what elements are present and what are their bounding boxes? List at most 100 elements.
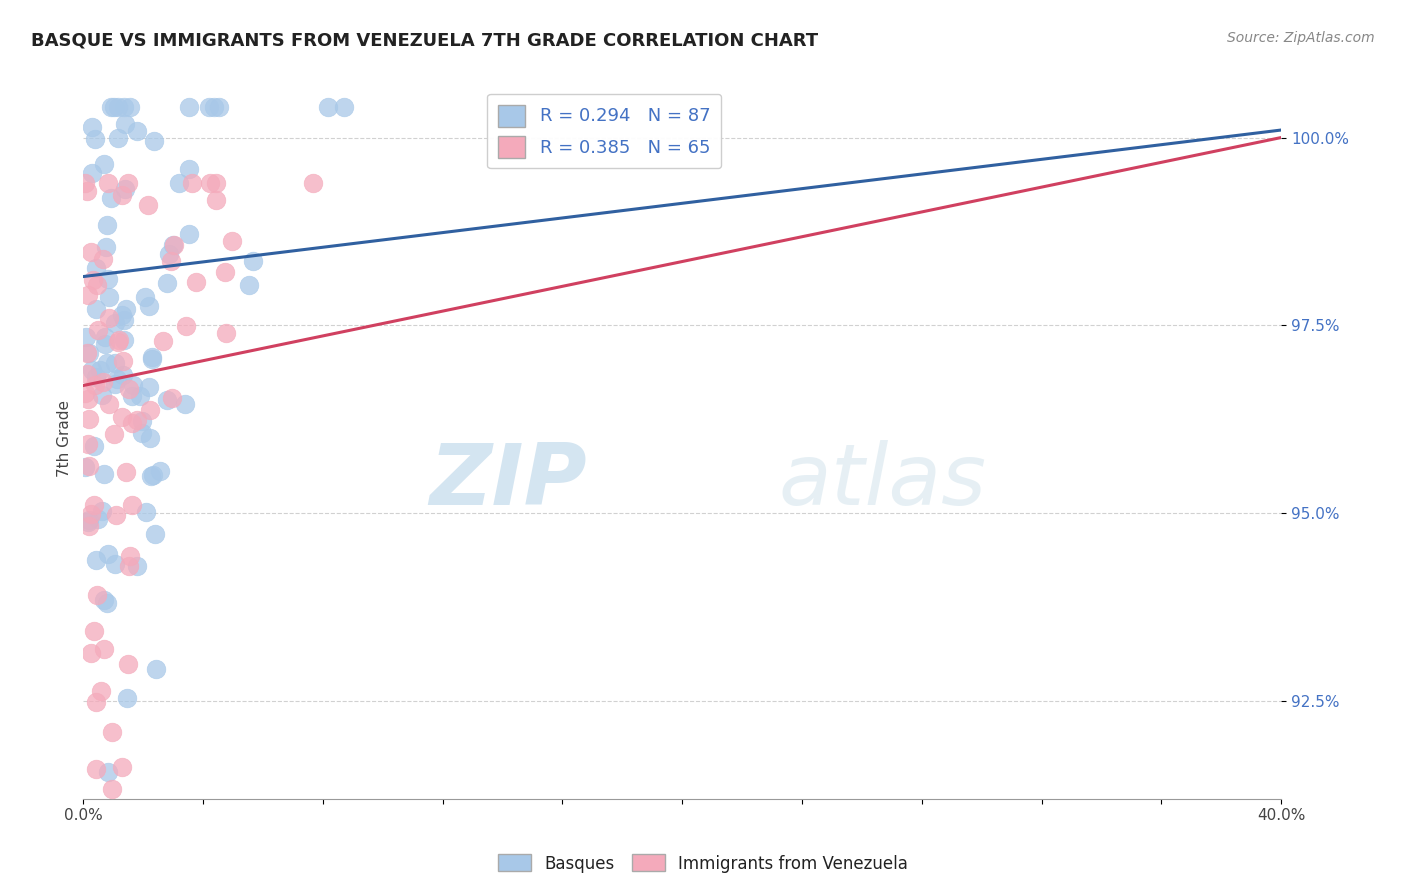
Point xyxy=(114,466,136,480)
Point xyxy=(180,176,202,190)
Point xyxy=(93,157,115,171)
Point xyxy=(107,101,129,115)
Point xyxy=(82,120,104,134)
Point xyxy=(93,467,115,482)
Point xyxy=(167,177,190,191)
Point xyxy=(117,657,139,671)
Point xyxy=(111,309,134,323)
Point xyxy=(134,290,156,304)
Point xyxy=(121,498,143,512)
Point xyxy=(112,101,135,115)
Point xyxy=(83,624,105,638)
Point xyxy=(82,273,104,287)
Point xyxy=(174,319,197,334)
Point xyxy=(125,558,148,573)
Point xyxy=(128,389,150,403)
Point xyxy=(90,504,112,518)
Point xyxy=(83,132,105,146)
Point xyxy=(301,176,323,190)
Point xyxy=(131,425,153,440)
Point xyxy=(84,301,107,316)
Point xyxy=(114,182,136,196)
Point xyxy=(77,515,100,529)
Point xyxy=(86,369,108,384)
Point xyxy=(139,431,162,445)
Point xyxy=(112,354,135,368)
Point xyxy=(98,311,121,326)
Point xyxy=(84,260,107,275)
Point xyxy=(204,176,226,190)
Point xyxy=(86,277,108,292)
Point xyxy=(125,413,148,427)
Point xyxy=(197,101,219,115)
Point xyxy=(73,459,96,474)
Point xyxy=(111,187,134,202)
Point xyxy=(91,375,114,389)
Point xyxy=(134,505,156,519)
Point xyxy=(238,278,260,293)
Point xyxy=(79,513,101,527)
Point xyxy=(73,386,96,401)
Point xyxy=(122,378,145,392)
Point xyxy=(111,368,134,383)
Point xyxy=(76,184,98,198)
Text: atlas: atlas xyxy=(778,440,986,523)
Point xyxy=(83,378,105,392)
Point xyxy=(77,436,100,450)
Point xyxy=(91,388,114,402)
Point xyxy=(173,397,195,411)
Point xyxy=(141,351,163,366)
Point xyxy=(111,760,134,774)
Point xyxy=(79,508,101,522)
Point xyxy=(163,237,186,252)
Point xyxy=(97,176,120,190)
Point xyxy=(103,101,125,115)
Point xyxy=(93,330,115,344)
Point xyxy=(80,244,103,259)
Point xyxy=(162,238,184,252)
Y-axis label: 7th Grade: 7th Grade xyxy=(58,400,72,476)
Point xyxy=(75,329,97,343)
Point xyxy=(184,275,207,289)
Point xyxy=(75,176,97,190)
Point xyxy=(117,382,139,396)
Point xyxy=(77,519,100,533)
Point xyxy=(80,363,103,377)
Legend: Basques, Immigrants from Venezuela: Basques, Immigrants from Venezuela xyxy=(491,847,915,880)
Point xyxy=(112,333,135,347)
Point xyxy=(93,642,115,657)
Point xyxy=(97,547,120,561)
Point xyxy=(177,227,200,241)
Point xyxy=(142,467,165,482)
Point xyxy=(86,588,108,602)
Point xyxy=(202,101,225,115)
Point xyxy=(89,363,111,377)
Point xyxy=(333,101,356,115)
Point xyxy=(214,265,236,279)
Point xyxy=(152,334,174,348)
Point xyxy=(94,240,117,254)
Point xyxy=(97,290,120,304)
Text: BASQUE VS IMMIGRANTS FROM VENEZUELA 7TH GRADE CORRELATION CHART: BASQUE VS IMMIGRANTS FROM VENEZUELA 7TH … xyxy=(31,31,818,49)
Point xyxy=(103,427,125,442)
Point xyxy=(96,218,118,232)
Point xyxy=(100,191,122,205)
Point xyxy=(96,356,118,370)
Text: Source: ZipAtlas.com: Source: ZipAtlas.com xyxy=(1227,31,1375,45)
Point xyxy=(83,439,105,453)
Point xyxy=(138,379,160,393)
Point xyxy=(107,131,129,145)
Point xyxy=(136,198,159,212)
Point xyxy=(107,335,129,350)
Point xyxy=(112,313,135,327)
Point xyxy=(215,326,238,340)
Point xyxy=(160,391,183,405)
Point xyxy=(316,101,339,115)
Point xyxy=(121,389,143,403)
Point xyxy=(149,464,172,478)
Point xyxy=(118,558,141,573)
Point xyxy=(179,101,201,115)
Point xyxy=(139,403,162,417)
Point xyxy=(114,117,136,131)
Point xyxy=(179,162,201,177)
